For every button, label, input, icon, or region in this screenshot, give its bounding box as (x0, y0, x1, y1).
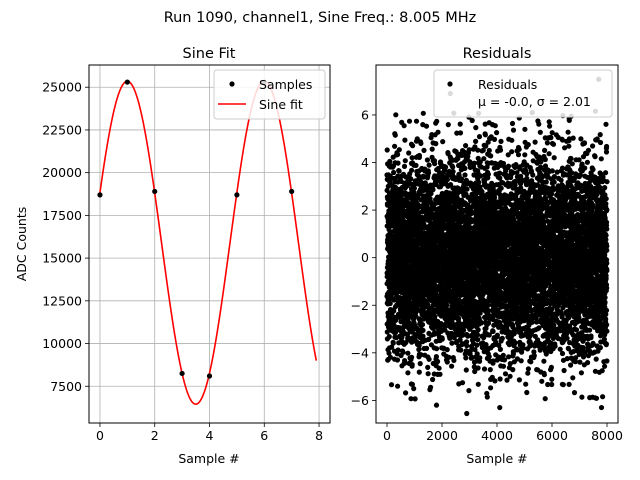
sine-fit-x-tick-label: 2 (151, 428, 159, 443)
sine-fit-x-tick-label: 4 (206, 428, 214, 443)
legend-marker-residuals (447, 81, 453, 87)
legend-stats-residuals: μ = -0.0, σ = 2.01 (478, 94, 591, 109)
sine-fit-x-ticks: 0 2 4 6 8 (96, 423, 323, 443)
sine-fit-y-tick-label: 15000 (42, 251, 82, 266)
sine-fit-plot-area (97, 79, 318, 406)
residual-point (464, 410, 470, 417)
residuals-y-tick-label: 2 (361, 203, 369, 218)
residuals-legend: Residuals μ = -0.0, σ = 2.01 (433, 69, 613, 118)
residuals-panel: Residuals 0 2000 4000 6000 8000 −6 −4 −2 0 2 4 6 S… (351, 46, 623, 466)
residuals-x-tick-label: 2000 (426, 428, 458, 443)
sine-fit-y-tick-label: 10000 (42, 336, 82, 351)
residual-point (497, 404, 503, 411)
residuals-y-tick-label: 0 (361, 250, 369, 265)
sine-fit-x-tick-label: 8 (315, 428, 323, 443)
sample-point (124, 79, 130, 85)
sine-fit-y-label: ADC Counts (14, 207, 29, 282)
residual-point (598, 404, 605, 411)
sine-fit-x-label: Sample # (178, 451, 239, 466)
sine-fit-y-tick-label: 25000 (42, 80, 82, 95)
sine-fit-y-tick-label: 7500 (50, 379, 82, 394)
residuals-x-ticks: 0 2000 4000 6000 8000 (383, 423, 623, 443)
legend-label-samples: Samples (259, 77, 312, 92)
sample-point (206, 373, 213, 379)
legend-marker-samples (229, 81, 235, 87)
residuals-x-tick-label: 8000 (591, 428, 623, 443)
residuals-x-tick-label: 0 (383, 428, 391, 443)
residual-points (384, 108, 610, 402)
sine-fit-line (99, 80, 318, 406)
sine-fit-title: Sine Fit (183, 46, 236, 62)
sample-point (234, 192, 240, 198)
sine-fit-y-tick-label: 20000 (42, 165, 82, 180)
residuals-y-tick-label: −6 (351, 393, 369, 408)
residuals-y-tick-label: −2 (351, 298, 369, 313)
legend-label-sine-fit: Sine fit (259, 97, 303, 112)
sample-point (152, 188, 158, 195)
residuals-y-tick-label: 6 (361, 107, 369, 122)
residuals-x-tick-label: 6000 (536, 428, 568, 443)
residual-point (433, 402, 440, 408)
residuals-x-tick-label: 4000 (481, 428, 513, 443)
residuals-y-ticks: −6 −4 −2 0 2 4 6 (351, 107, 376, 408)
residuals-plot-area (384, 76, 610, 417)
residuals-title: Residuals (463, 46, 532, 62)
sine-fit-y-ticks: 7500 10000 12500 15000 17500 20000 22500 25000 (42, 80, 89, 394)
sample-point (289, 188, 295, 195)
sine-fit-y-tick-label: 12500 (42, 293, 82, 308)
residuals-legend-box (433, 69, 613, 118)
sine-fit-panel: Sine Fit 0 2 4 6 8 7500 10000 12500 15000 17500 2… (14, 46, 331, 466)
sine-fit-x-tick-label: 6 (260, 428, 268, 443)
legend-label-residuals: Residuals (478, 77, 537, 92)
residuals-y-tick-label: 4 (361, 155, 369, 170)
sample-point (179, 370, 185, 377)
sine-fit-legend-box (213, 69, 326, 120)
sample-point (97, 192, 103, 198)
sine-fit-legend: Samples Sine fit (213, 69, 326, 120)
sine-fit-x-tick-label: 0 (96, 428, 104, 443)
residuals-y-tick-label: −4 (351, 345, 369, 360)
sine-fit-y-tick-label: 17500 (42, 208, 82, 223)
residuals-x-label: Sample # (466, 451, 527, 466)
figure-suptitle: Run 1090, channel1, Sine Freq.: 8.005 MH… (164, 10, 477, 26)
sine-fit-y-tick-label: 22500 (42, 122, 82, 137)
